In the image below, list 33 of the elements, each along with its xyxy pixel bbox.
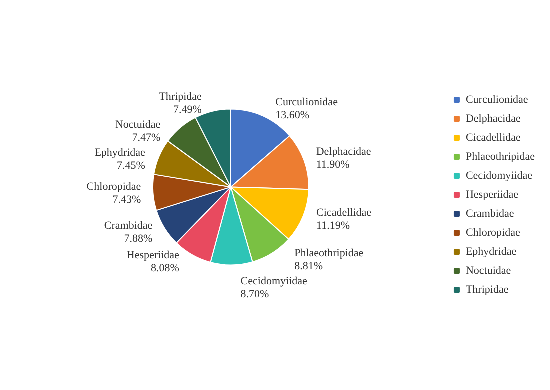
data-label: 7.49% <box>174 104 202 116</box>
data-label: 13.60% <box>276 109 310 122</box>
legend-label: Thripidae <box>466 284 509 296</box>
legend-label: Cicadellidae <box>466 132 522 144</box>
slice-label: Cecidomyiidae <box>240 276 308 288</box>
slice-label: Thripidae <box>159 91 202 104</box>
slice-label: Phlaeothripidae <box>294 248 364 260</box>
slice-label: Ephydridae <box>94 147 146 160</box>
data-label: 8.81% <box>294 260 324 273</box>
legend-label: Noctuidae <box>466 265 512 277</box>
legend-label: Phlaeothripidae <box>466 151 536 163</box>
data-label: 7.88% <box>124 232 153 245</box>
slice-label: Crambidae <box>104 220 153 232</box>
slice-label: Hesperiidae <box>126 249 180 262</box>
legend-label: Curculionidae <box>466 94 528 106</box>
legend-label: Hesperiidae <box>466 189 519 201</box>
slice-label: Noctuidae <box>115 119 161 132</box>
legend-label: Ephydridae <box>466 246 517 258</box>
data-label: 8.08% <box>151 262 180 274</box>
data-label: 7.47% <box>132 132 161 144</box>
legend-label: Chloropidae <box>466 227 520 239</box>
legend-label: Crambidae <box>466 208 514 220</box>
slice-label: Curculionidae <box>276 96 338 108</box>
data-label: 7.45% <box>116 160 146 172</box>
slice-label: Chloropidae <box>86 180 142 193</box>
slice-label: Cicadellidae <box>316 206 372 219</box>
legend-label: Cecidomyiidae <box>466 170 533 182</box>
data-label: 11.90% <box>316 158 350 171</box>
legend-label: Delphacidae <box>466 113 522 125</box>
data-label: 8.70% <box>240 288 270 301</box>
data-label: 7.43% <box>112 194 142 206</box>
slice-label: Delphacidae <box>316 146 372 158</box>
data-label: 11.19% <box>316 220 350 232</box>
